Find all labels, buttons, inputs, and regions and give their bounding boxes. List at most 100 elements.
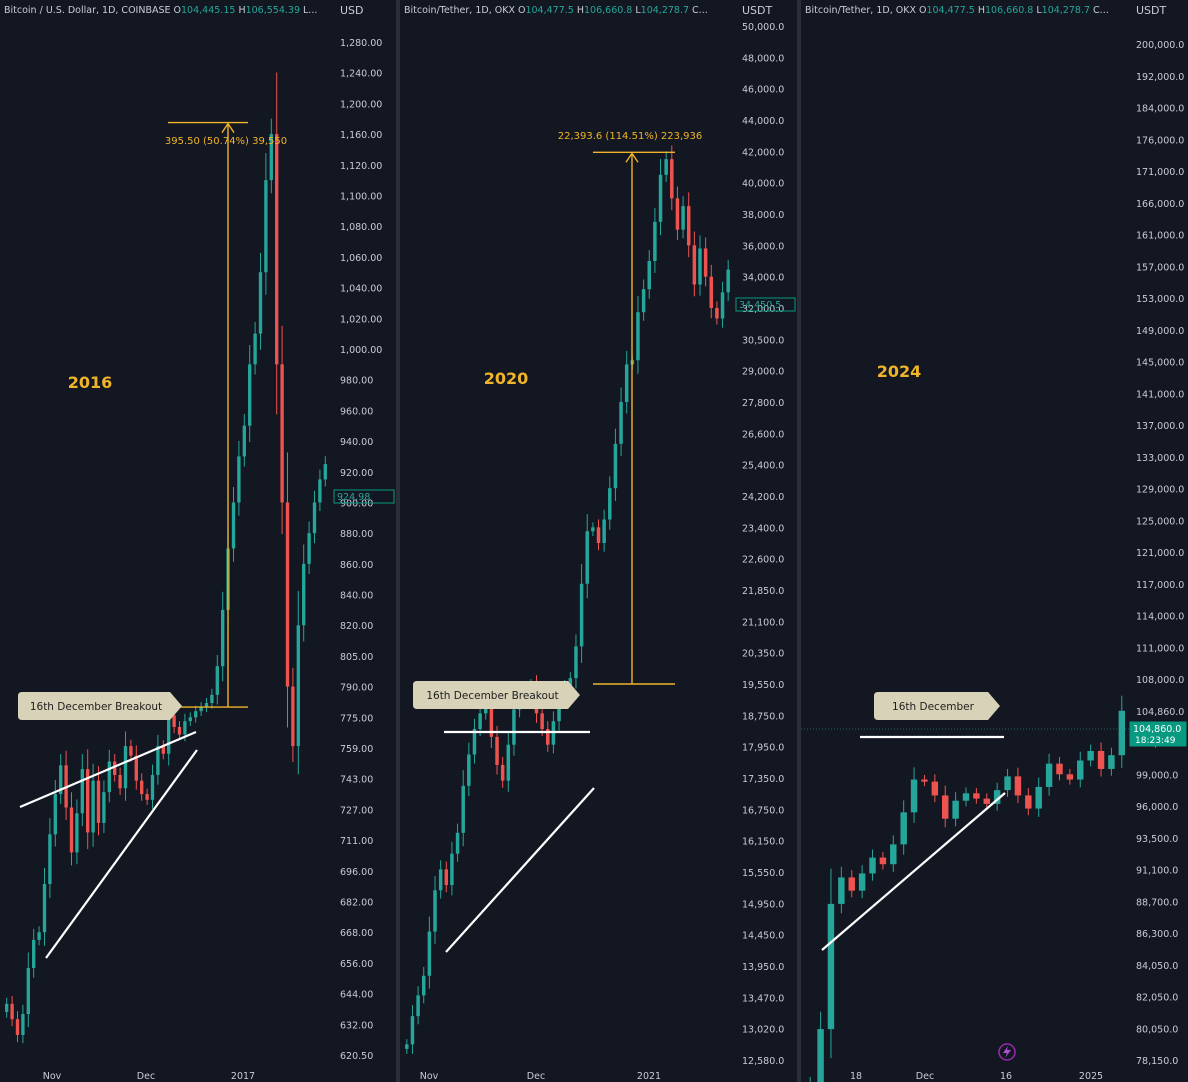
candle-body [5,1003,9,1013]
candle-body [215,666,219,695]
y-tick-label: 13,470.0 [742,993,784,1004]
candle-body [1045,763,1053,787]
candle-body [585,531,589,584]
candle-body [952,800,959,819]
currency-label: USD [340,4,364,17]
candle-body [307,533,311,564]
y-tick-label: 880.00 [340,529,373,540]
candle-body [500,764,505,781]
candle-body [624,364,629,402]
currency-label: USDT [742,4,773,17]
y-tick-label: 166,000.0 [1136,199,1184,210]
y-tick-label: 21,100.0 [742,617,784,628]
candle-body [1118,710,1126,756]
y-tick-label: 15,550.0 [742,868,784,879]
candle-body [720,292,725,319]
y-tick-label: 18,750.0 [742,711,784,722]
candle-body [140,780,144,795]
callout-text: 16th December Breakout [30,701,162,713]
y-tick-label: 91,100.0 [1136,866,1178,877]
measure-label: 22,393.6 (114.51%) 223,936 [558,131,703,142]
candle-body [75,813,79,853]
y-tick-label: 790.00 [340,683,373,694]
y-tick-label: 1,080.00 [340,222,382,233]
candle-body [107,761,111,793]
candle-body [546,729,550,745]
y-tick-label: 711.00 [340,836,373,847]
y-tick-label: 104,860.0 [1136,707,1184,718]
candle-body [188,717,192,722]
candle-body [258,272,263,334]
candle-body [433,890,437,932]
candle-body [686,206,691,246]
candle-body [993,790,1001,804]
y-tick-label: 78,150.0 [1136,1056,1178,1067]
y-tick-label: 121,000.0 [1136,548,1184,559]
candle-body [221,609,225,667]
candle-body [264,180,268,273]
candle-body [438,869,443,891]
y-tick-label: 42,000.0 [742,147,784,158]
candle-body [26,968,30,1015]
candle-body [199,707,203,712]
y-tick-label: 137,000.0 [1136,421,1184,432]
x-tick-label: 16 [1000,1071,1012,1082]
y-tick-label: 1,120.00 [340,161,382,172]
candle-body [1097,750,1105,769]
candle-body [421,975,426,996]
candle-body [675,198,680,230]
callout-box [413,681,580,709]
candle-body [827,903,835,1030]
candle-body [619,402,623,444]
candle-body [931,781,939,796]
y-tick-label: 46,000.0 [742,85,784,96]
chart-panel-2020: Bitcoin/Tether, 1D, OKX O104,477.5 H106,… [400,0,797,1082]
y-tick-label: 727.00 [340,805,373,816]
candle-body [1004,776,1011,791]
candle-body [123,746,128,789]
y-tick-label: 16,750.0 [742,805,784,816]
resistance-trendline [19,730,197,809]
y-tick-label: 22,600.0 [742,555,784,566]
y-tick-label: 117,000.0 [1136,580,1184,591]
candle-body [858,873,866,891]
candle-body [921,779,928,782]
candle-body [59,765,63,795]
candle-body [641,289,646,313]
y-tick-label: 775.00 [340,713,373,724]
candle-body [658,174,663,222]
y-tick-label: 1,000.00 [340,345,382,356]
candle-body [1066,774,1074,780]
candle-body [670,159,674,199]
candle-body [726,269,730,293]
candle-body [608,488,612,520]
candle-body [113,761,117,775]
y-tick-label: 38,000.0 [742,210,784,221]
candle-body [1035,786,1042,809]
y-tick-label: 111,000.0 [1136,643,1184,654]
y-tick-label: 108,000.0 [1136,675,1184,686]
candle-body [302,563,306,626]
x-tick-label: Dec [916,1071,934,1082]
candle-body [838,877,845,904]
panel-divider [396,0,400,1082]
lightning-bolt-icon [1003,1046,1011,1058]
y-tick-label: 13,950.0 [742,962,784,973]
current-price-tag [1129,721,1187,747]
candle-body [129,746,133,756]
candle-body [613,443,618,489]
candle-body [506,744,511,781]
candle-body [653,221,657,261]
callout-text: 16th December [892,701,975,713]
candle-body [568,678,573,686]
y-tick-label: 96,000.0 [1136,802,1178,813]
current-price-label: 104,860.0 [1133,724,1181,735]
candle-body [715,308,719,319]
y-tick-label: 145,000.0 [1136,358,1184,369]
candle-body [405,1044,409,1049]
y-tick-label: 682.00 [340,898,373,909]
y-tick-label: 161,000.0 [1136,231,1184,242]
candle-body [53,794,57,835]
callout-box [18,692,182,720]
measure-label: 395.50 (50.74%) 39,550 [165,136,287,147]
